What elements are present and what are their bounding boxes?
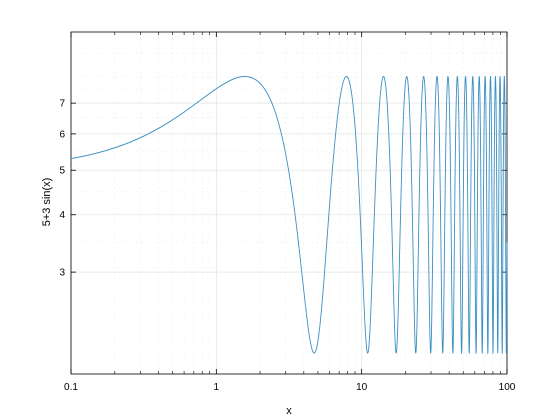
y-tick-label: 6 [59,129,65,140]
plot-frame [70,31,508,375]
axis-ticks: 0.1 1 10 100 3 4 5 6 7 [59,32,516,393]
x-axis-label: x [286,405,292,417]
x-tick-label: 100 [499,382,516,393]
y-tick-label: 7 [59,99,65,110]
y-tick-label: 4 [59,210,65,221]
y-tick-label: 5 [59,166,65,177]
y-tick-label: 3 [59,268,65,279]
y-axis-label: 5+3 sin(x) [41,178,53,227]
x-tick-label: 0.1 [64,382,78,393]
series-line [70,75,508,355]
x-tick-label: 1 [214,382,220,393]
x-tick-label: 10 [356,382,368,393]
